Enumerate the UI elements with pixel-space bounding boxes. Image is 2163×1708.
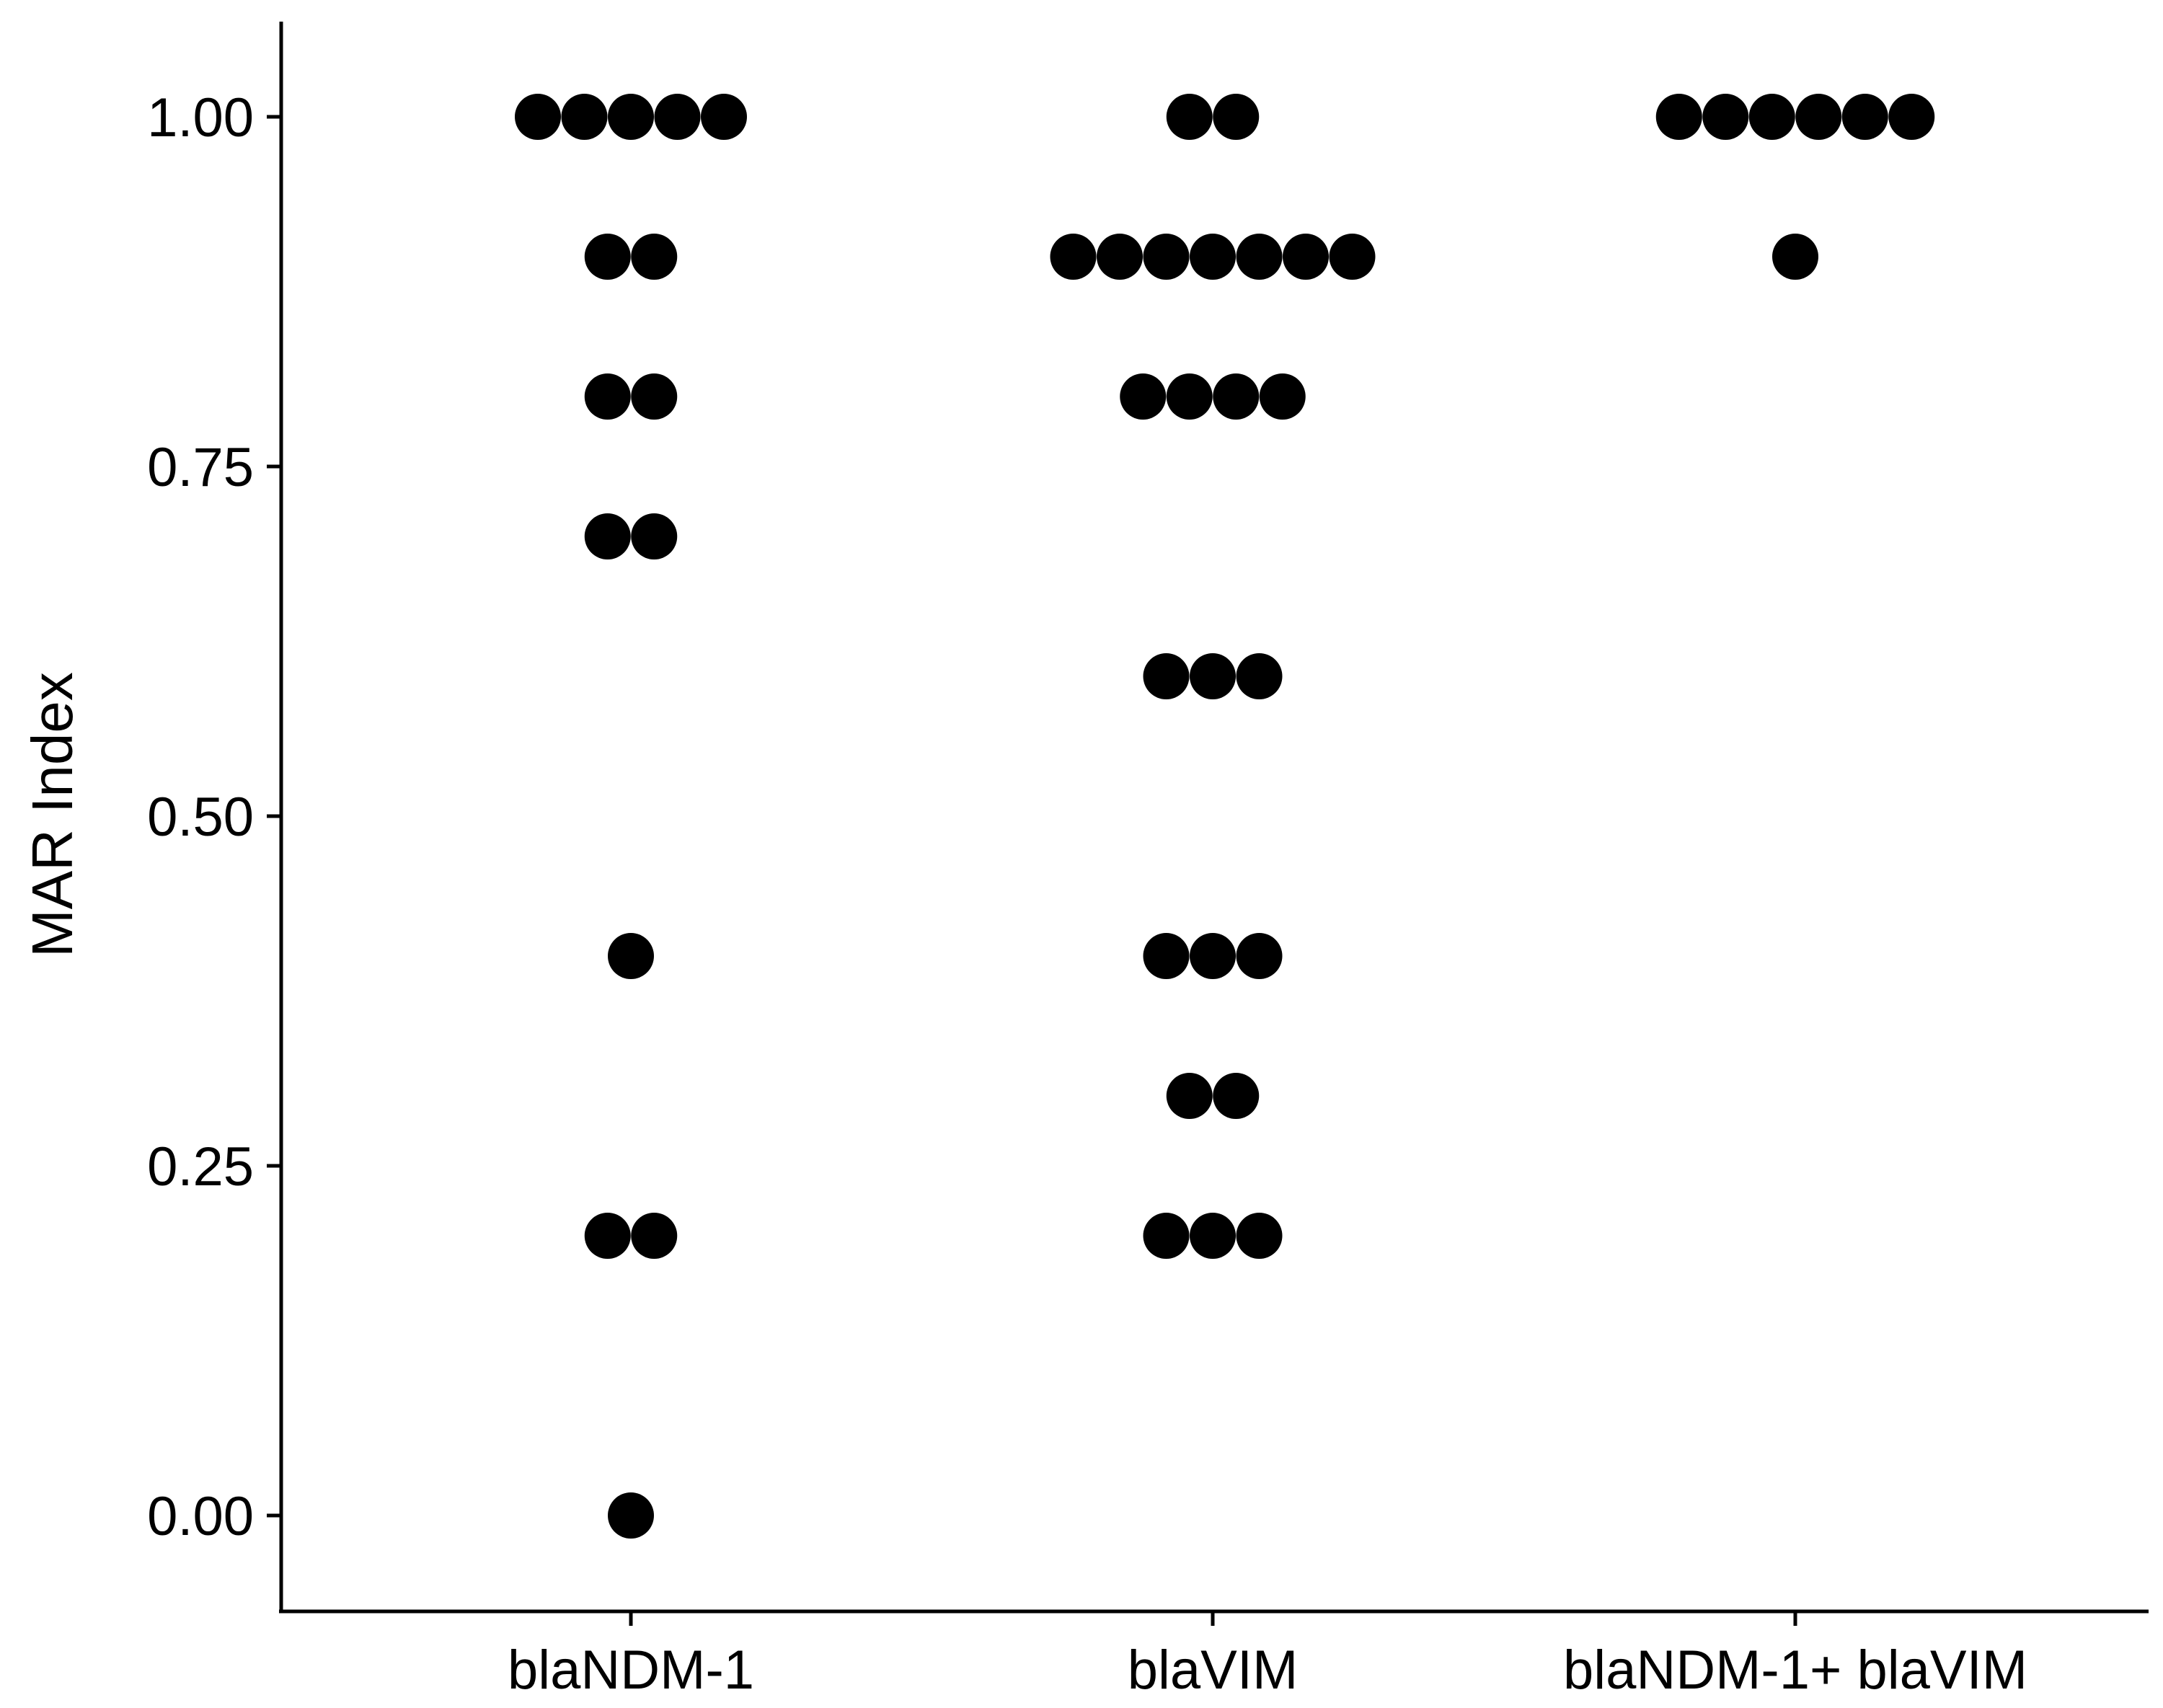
data-point (1190, 933, 1236, 979)
data-point (1236, 234, 1283, 280)
data-point (1190, 1213, 1236, 1259)
data-point (1236, 653, 1283, 699)
data-point (1143, 1213, 1190, 1259)
y-tick-label: 0.25 (147, 1136, 254, 1198)
data-point (1283, 234, 1329, 280)
data-point (1120, 373, 1167, 420)
data-point (1097, 234, 1143, 280)
data-point (1143, 933, 1190, 979)
data-point (1259, 373, 1306, 420)
y-tick-label: 0.00 (147, 1486, 254, 1547)
data-point (1166, 373, 1213, 420)
x-axis-ticks: blaNDM-1 blaVIM blaNDM-1+ blaVIM (508, 1611, 2027, 1701)
data-point (1772, 234, 1818, 280)
data-point (1702, 94, 1749, 140)
data-point (1236, 1213, 1283, 1259)
data-point (608, 94, 654, 140)
x-tick-label: blaVIM (1128, 1640, 1299, 1701)
data-point (1748, 94, 1795, 140)
data-point (1213, 1073, 1260, 1119)
data-point (1166, 94, 1213, 140)
data-point (631, 1213, 678, 1259)
y-tick-label: 0.50 (147, 787, 254, 848)
data-point (631, 513, 678, 559)
data-point (1236, 933, 1283, 979)
data-point (608, 933, 654, 979)
data-point (1329, 234, 1376, 280)
x-tick-label: blaNDM-1+ blaVIM (1563, 1640, 2027, 1701)
data-point (701, 94, 747, 140)
data-point (1190, 653, 1236, 699)
data-point (1166, 1073, 1213, 1119)
data-point (1143, 653, 1190, 699)
data-point (1795, 94, 1842, 140)
data-point (584, 234, 631, 280)
data-point (1655, 94, 1702, 140)
data-point (631, 373, 678, 420)
data-point (654, 94, 701, 140)
data-point (515, 94, 561, 140)
data-point (584, 373, 631, 420)
data-point (608, 1492, 654, 1539)
data-point (1841, 94, 1888, 140)
y-tick-label: 0.75 (147, 437, 254, 498)
data-point (584, 1213, 631, 1259)
data-point (1143, 234, 1190, 280)
data-point (1213, 373, 1260, 420)
x-tick-label: blaNDM-1 (508, 1640, 754, 1701)
data-point (584, 513, 631, 559)
data-point (631, 234, 678, 280)
y-axis-title: MAR Index (20, 672, 84, 957)
y-axis-ticks: 0.00 0.25 0.50 0.75 1.00 (147, 87, 281, 1547)
data-point (1888, 94, 1935, 140)
data-point (1190, 234, 1236, 280)
data-point (561, 94, 608, 140)
data-point (1050, 234, 1097, 280)
y-tick-label: 1.00 (147, 87, 254, 149)
data-points (515, 94, 1935, 1539)
data-point (1213, 94, 1260, 140)
